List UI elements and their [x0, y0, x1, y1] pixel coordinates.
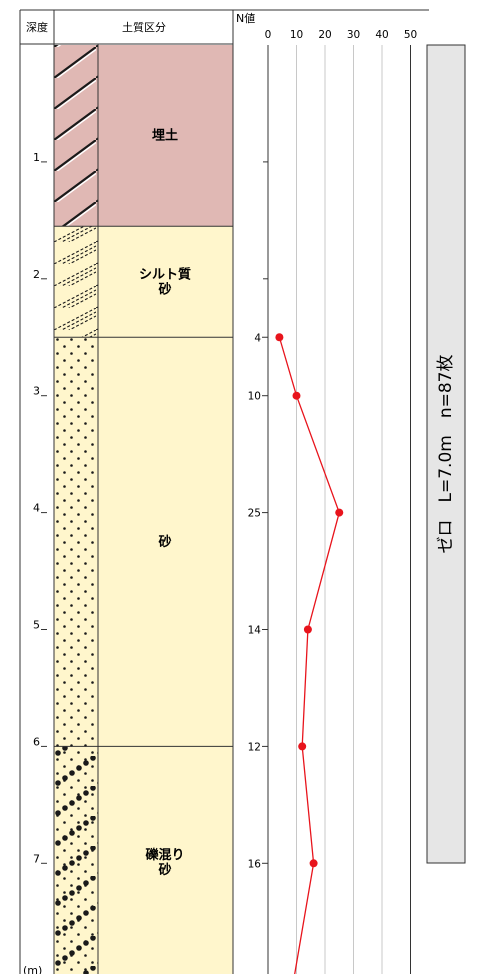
x-tick-label: 30 — [347, 29, 360, 41]
n-value-point — [310, 859, 318, 867]
n-value-point — [304, 626, 312, 634]
x-tick-label: 50 — [404, 29, 417, 41]
n-value-point — [275, 333, 283, 341]
n-value-label: 12 — [248, 741, 261, 753]
depth-label: 2 — [33, 268, 40, 281]
n-value-chart: 0 10 20 30 40 50 4 10 25 14 12 16 — [248, 29, 418, 974]
n-value-label: 10 — [248, 391, 261, 403]
n-value-column-header: N値 — [236, 12, 255, 25]
x-tick-label: 10 — [290, 29, 303, 41]
n-value-label: 14 — [248, 625, 262, 637]
n-value-point — [298, 742, 306, 750]
x-tick-label: 40 — [375, 29, 388, 41]
soil-pattern — [54, 226, 98, 337]
n-value-label: 4 — [254, 332, 261, 344]
depth-label: 5 — [33, 619, 40, 632]
soil-column-header: 土質区分 — [122, 20, 166, 34]
soil-layer: 埋土 — [54, 45, 233, 226]
soil-layer-label: 砂 — [157, 534, 171, 550]
x-tick-label: 20 — [318, 29, 331, 41]
n-value-point — [293, 392, 301, 400]
n-value-label: 16 — [248, 858, 262, 870]
x-tick-label: 0 — [265, 29, 272, 41]
n-value-label: 25 — [248, 508, 261, 520]
depth-label: 6 — [33, 735, 40, 748]
sheet-pile-label: ゼロ L=7.0m n=87枚 — [436, 355, 456, 554]
soil-layer: シルト質砂 — [54, 226, 233, 337]
soil-layer: 礫混り砂 — [54, 746, 233, 974]
depth-label: 7 — [33, 852, 40, 865]
soil-pattern — [54, 337, 98, 746]
sheet-pile: ゼロ L=7.0m n=87枚 — [427, 45, 465, 863]
n-value-point — [335, 509, 343, 517]
depth-label: 3 — [33, 385, 40, 398]
depth-unit: (m) — [23, 964, 42, 974]
soil-layer: 砂 — [54, 337, 233, 746]
gravel-pattern — [54, 746, 98, 974]
soil-layer-label: 埋土 — [152, 128, 178, 144]
depth-label: 4 — [33, 502, 40, 515]
n-value-line — [279, 337, 339, 974]
depth-label: 1 — [33, 151, 40, 164]
depth-column-header: 深度 — [26, 20, 48, 34]
soil-pattern — [54, 45, 98, 226]
